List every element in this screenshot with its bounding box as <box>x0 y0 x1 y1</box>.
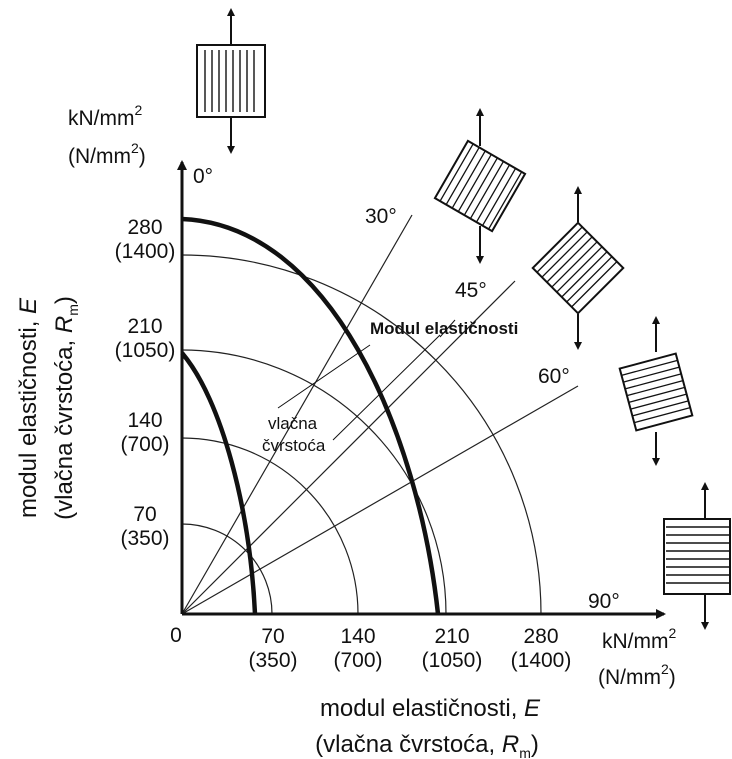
line-60 <box>181 385 579 615</box>
property-curves <box>180 216 441 615</box>
axes <box>177 160 666 619</box>
line-30 <box>181 214 413 615</box>
line-45 <box>181 280 516 615</box>
x-unit-label-secondary: (N/mm2) <box>598 661 676 689</box>
origin-label: 0 <box>170 624 182 647</box>
x-tick-210: 210 <box>434 625 469 648</box>
y-unit-label-secondary: (N/mm2) <box>68 140 146 168</box>
y-tick-labels: 280 (1400) 210 (1050) 140 (700) 70 (350) <box>115 216 176 550</box>
specimen-30-icon <box>433 108 527 264</box>
leader-lines <box>277 319 456 441</box>
x-tick-70-sub: (350) <box>248 649 297 672</box>
x-tick-labels: 70 (350) 140 (700) 210 (1050) 280 (1400) <box>248 625 571 672</box>
y-tick-280: 280 <box>127 216 162 239</box>
x-tick-210-sub: (1050) <box>422 649 483 672</box>
strength-curve <box>180 351 258 615</box>
direction-lines <box>181 214 579 615</box>
angle-90-label: 90° <box>588 590 620 613</box>
y-tick-280-sub: (1400) <box>115 240 176 263</box>
y-axis-title-line2: (vlačna čvrstoća, Rm) <box>51 296 81 520</box>
modulus-curve <box>181 216 441 615</box>
x-tick-140-sub: (700) <box>333 649 382 672</box>
strength-annotation-line1: vlačna <box>268 414 318 433</box>
x-tick-280-sub: (1400) <box>511 649 572 672</box>
x-tick-140: 140 <box>340 625 375 648</box>
modulus-annotation: Modul elastičnosti <box>370 319 518 338</box>
x-axis-title-line1: modul elastičnosti, E <box>320 695 541 722</box>
specimen-90-icon <box>663 482 731 630</box>
specimen-45-icon <box>531 186 625 350</box>
y-axis-title-line1: modul elastičnosti, E <box>15 297 42 518</box>
specimen-60-icon <box>618 316 694 466</box>
x-unit-label: kN/mm2 <box>602 625 677 653</box>
y-tick-210-sub: (1050) <box>115 339 176 362</box>
y-tick-140-sub: (700) <box>120 433 169 456</box>
x-tick-280: 280 <box>523 625 558 648</box>
y-tick-210: 210 <box>127 315 162 338</box>
specimen-0-icon <box>196 8 266 154</box>
angle-30-label: 30° <box>365 205 397 228</box>
strength-annotation-line2: čvrstoća <box>262 436 326 455</box>
angle-60-label: 60° <box>538 365 570 388</box>
y-tick-70-sub: (350) <box>120 527 169 550</box>
y-tick-140: 140 <box>127 409 162 432</box>
y-tick-70: 70 <box>133 503 156 526</box>
x-tick-70: 70 <box>261 625 284 648</box>
y-unit-label: kN/mm2 <box>68 102 143 130</box>
x-axis-title-line2: (vlačna čvrstoća, Rm) <box>315 731 539 759</box>
angle-0-label: 0° <box>193 165 213 188</box>
angle-45-label: 45° <box>455 279 487 302</box>
